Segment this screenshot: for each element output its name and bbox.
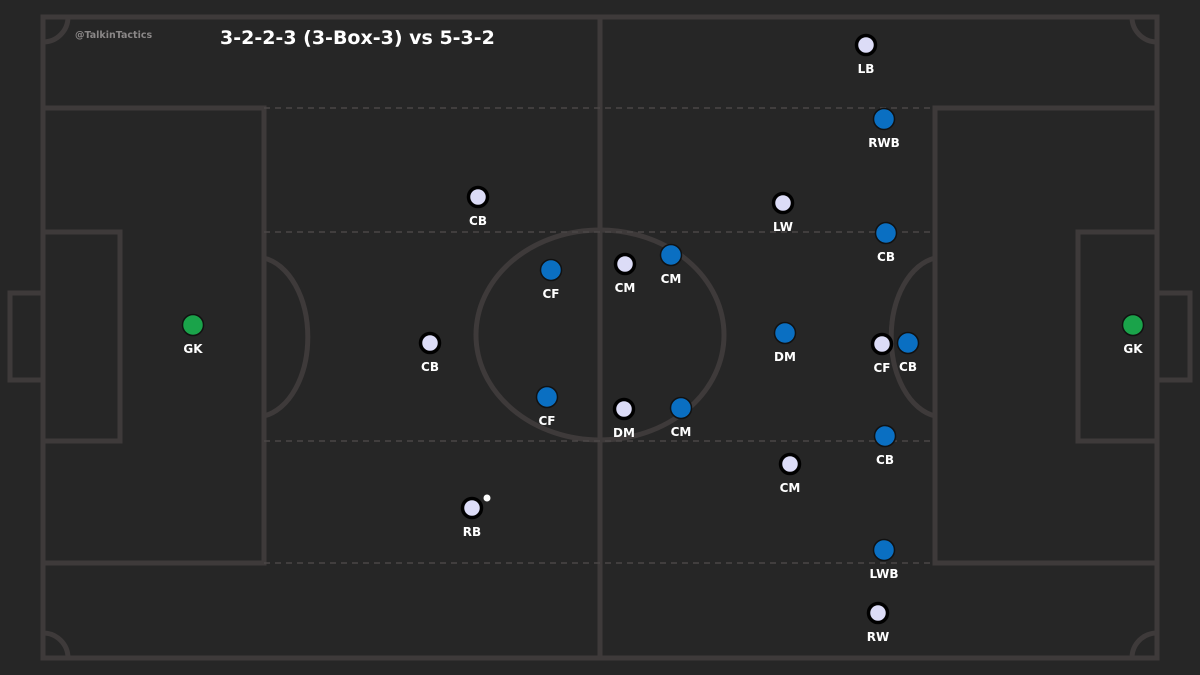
player-marker [854, 33, 878, 57]
player-white: CM [778, 452, 802, 495]
player-position-label: CF [873, 361, 890, 375]
player-position-label: LW [773, 220, 793, 234]
player-marker [773, 321, 797, 345]
player-position-label: GK [183, 342, 203, 356]
player-blue: RWB [868, 107, 900, 150]
player-marker [870, 332, 894, 356]
player-position-label: CF [538, 414, 555, 428]
player-blue: CB [874, 221, 898, 264]
player-marker [778, 452, 802, 476]
left-penalty-box [40, 105, 267, 566]
player-position-label: CM [671, 425, 692, 439]
player-white: CB [466, 185, 490, 228]
player-blue: CF [539, 258, 563, 301]
left-six-yard-box [40, 229, 123, 444]
player-white: DM [612, 397, 636, 440]
player-marker [873, 424, 897, 448]
player-blue: CB [896, 331, 920, 374]
player-blue: CM [669, 396, 693, 439]
player-position-label: GK [1123, 342, 1143, 356]
player-marker [418, 331, 442, 355]
player-white: CF [870, 332, 894, 375]
player-position-label: CM [661, 272, 682, 286]
player-blue: CM [659, 243, 683, 286]
player-marker [181, 313, 205, 337]
player-marker [1121, 313, 1145, 337]
player-position-label: CM [615, 281, 636, 295]
player-position-label: CB [469, 214, 487, 228]
player-white: CM [613, 252, 637, 295]
player-goalkeeper: GK [181, 313, 205, 356]
player-position-label: CB [421, 360, 439, 374]
player-marker [872, 538, 896, 562]
player-marker [669, 396, 693, 420]
player-white: LW [771, 191, 795, 234]
player-marker [659, 243, 683, 267]
right-penalty-box [932, 105, 1160, 566]
right-six-yard-box [1075, 229, 1160, 444]
player-blue: CB [873, 424, 897, 467]
player-position-label: RB [463, 525, 481, 539]
player-blue: LWB [869, 538, 899, 581]
player-position-label: CB [877, 250, 895, 264]
left-goal [7, 290, 46, 383]
player-marker [896, 331, 920, 355]
player-blue: CF [535, 385, 559, 428]
ball [483, 494, 491, 502]
player-marker [539, 258, 563, 282]
player-position-label: DM [774, 350, 796, 364]
player-position-label: CF [542, 287, 559, 301]
right-goal [1154, 290, 1193, 383]
player-white: RW [866, 601, 890, 644]
player-marker [874, 221, 898, 245]
player-position-label: CM [780, 481, 801, 495]
player-position-label: CB [876, 453, 894, 467]
player-goalkeeper: GK [1121, 313, 1145, 356]
player-marker [866, 601, 890, 625]
player-marker [460, 496, 484, 520]
player-blue: DM [773, 321, 797, 364]
player-white: CB [418, 331, 442, 374]
player-position-label: DM [613, 426, 635, 440]
diagram-title: 3-2-2-3 (3-Box-3) vs 5-3-2 [220, 27, 495, 49]
watermark-handle: @TalkinTactics [75, 30, 152, 41]
player-position-label: LB [858, 62, 875, 76]
player-marker [613, 252, 637, 276]
players: LB LW CB CM CB CF DM CM RB RW RWB CB CM CF DM CB CF CM CB L… [181, 33, 1145, 644]
pitch-lines [7, 14, 1193, 661]
player-white: RB [460, 496, 484, 539]
player-position-label: RWB [868, 136, 900, 150]
player-marker [872, 107, 896, 131]
player-marker [612, 397, 636, 421]
player-marker [535, 385, 559, 409]
player-marker [771, 191, 795, 215]
player-position-label: LWB [869, 567, 898, 581]
player-marker [466, 185, 490, 209]
player-position-label: CB [899, 360, 917, 374]
player-position-label: RW [867, 630, 889, 644]
player-white: LB [854, 33, 878, 76]
